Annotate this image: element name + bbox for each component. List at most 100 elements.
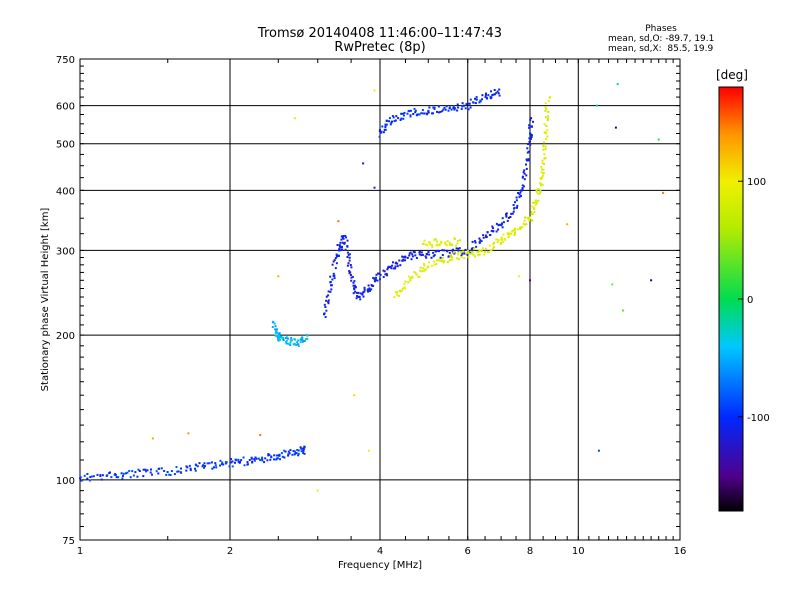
data-point [398,259,401,262]
data-point [378,135,381,138]
data-point [475,96,478,98]
data-point [461,105,464,108]
data-point [514,201,516,204]
data-point [544,106,547,109]
colorbar-strip [719,485,743,487]
data-point [541,162,544,165]
colorbar-strip [719,503,743,505]
data-point [346,256,349,258]
x-tick-label: 1 [77,546,83,557]
colorbar-strip [719,186,743,188]
data-point [169,474,172,476]
data-point [478,101,481,104]
data-point [435,240,438,243]
colorbar-strip [719,455,743,457]
data-point [449,243,452,246]
data-point [340,245,343,248]
data-point [486,231,489,234]
data-point [414,111,417,114]
colorbar-strip [719,160,743,162]
data-point [235,459,238,462]
data-point [287,450,290,453]
colorbar-strip [719,313,743,315]
colorbar-strip [719,149,743,151]
data-point [500,223,503,226]
data-point [501,217,504,220]
colorbar-strip [719,388,743,390]
data-point [253,459,256,462]
colorbar-strip [719,339,743,341]
data-point [294,338,297,341]
data-point [473,255,476,258]
data-point [456,257,458,260]
colorbar-strip [719,233,743,235]
colorbar-strip [719,488,743,490]
data-point [497,92,500,95]
colorbar-strip [719,314,743,316]
colorbar-strip [719,449,743,451]
data-point [323,303,326,306]
colorbar-strip [719,168,743,170]
colorbar-strip [719,402,743,404]
data-point [219,459,222,462]
data-point [471,240,474,243]
data-point [293,450,296,453]
colorbar-strip [719,469,743,471]
data-point [414,272,417,275]
data-point [440,240,443,243]
data-point [292,450,295,453]
colorbar-strip [719,430,743,432]
chart-title: Tromsø 20140408 11:46:00–11:47:43 [257,26,503,41]
data-point [333,259,336,262]
data-point [455,247,458,250]
colorbar-strip [719,382,743,384]
data-point [99,474,102,477]
y-tick-label: 750 [56,55,75,66]
data-point [485,247,487,250]
data-point [482,234,485,237]
data-point [474,240,476,243]
data-point [417,275,420,278]
data-point [158,467,161,470]
data-point [481,247,484,250]
colorbar-strip [719,374,743,376]
colorbar-strip [719,342,743,344]
colorbar-strip [719,373,743,375]
data-point [511,212,514,215]
colorbar-strip [719,154,743,156]
data-point [344,248,347,251]
colorbar-strip [719,472,743,474]
data-point [176,470,179,473]
data-point [437,111,440,114]
data-point [196,465,199,468]
colorbar-strip [719,336,743,338]
data-point [404,256,407,259]
colorbar-strip [719,348,743,350]
data-point [497,224,500,227]
data-point [331,278,334,281]
colorbar-strip [719,141,743,143]
data-point [348,256,351,259]
colorbar-strip [719,486,743,488]
colorbar-strip [719,216,743,218]
data-point [472,101,475,104]
data-point [325,309,328,312]
colorbar-strip [719,496,743,498]
colorbar-strip [719,468,743,470]
data-point [276,336,279,339]
colorbar-strip [719,104,743,106]
colorbar-strip [719,362,743,364]
colorbar-strip [719,165,743,167]
data-point [414,109,417,112]
colorbar-unit: [deg] [716,68,748,82]
data-point [425,268,428,271]
data-point [525,163,527,166]
data-point [539,177,542,180]
data-point [528,124,531,127]
phase-stats: Phases mean, sd,O: -89.7, 19.1 mean, sd,… [608,24,714,54]
colorbar-strip [719,248,743,250]
data-point [137,468,140,471]
data-point [189,469,192,472]
data-point [544,102,547,105]
colorbar-strip [719,101,743,103]
